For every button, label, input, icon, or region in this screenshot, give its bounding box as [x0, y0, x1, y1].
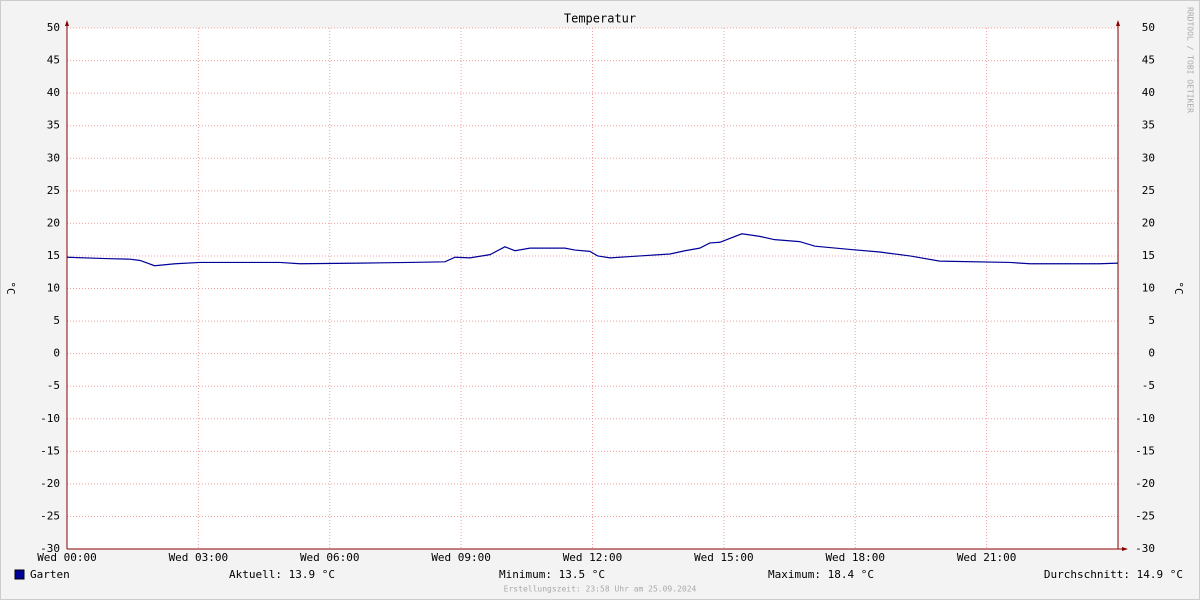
x-tick-label: Wed 09:00	[431, 551, 491, 564]
y2-tick-label: -25	[1135, 509, 1155, 522]
y2-tick-label: -5	[1142, 379, 1155, 392]
y2-tick-label: -20	[1135, 477, 1155, 490]
y-tick-label: -25	[40, 509, 60, 522]
legend-stat: Maximum: 18.4 °C	[768, 568, 874, 581]
y2-tick-label: 15	[1142, 249, 1155, 262]
y-tick-label: 30	[47, 151, 60, 164]
y2-tick-label: 0	[1148, 347, 1155, 360]
arrow	[1122, 547, 1128, 551]
y2-tick-label: -15	[1135, 444, 1155, 457]
legend-entry: Garten	[30, 568, 70, 581]
y2-tick-label: 35	[1142, 119, 1155, 132]
legend-stat: Durchschnitt: 14.9 °C	[1044, 568, 1183, 581]
line-series	[66, 233, 1119, 267]
y-tick-label: -5	[47, 379, 60, 392]
y-tick-label: -30	[40, 542, 60, 555]
y-tick-label: 5	[53, 314, 60, 327]
y-tick-label: 15	[47, 249, 60, 262]
legend-stat: Aktuell: 13.9 °C	[229, 568, 335, 581]
y-tick-label: 40	[47, 86, 60, 99]
y2-tick-label: 40	[1142, 86, 1155, 99]
y-axis-label: °C	[4, 281, 17, 294]
y2-tick-label: 30	[1142, 151, 1155, 164]
arrow	[1116, 20, 1120, 26]
y-tick-label: 25	[47, 184, 60, 197]
y2-tick-label: 45	[1142, 54, 1155, 67]
x-tick-label: Wed 00:00	[37, 551, 97, 564]
legend-stat: Minimum: 13.5 °C	[499, 568, 605, 581]
y2-axis-label: °C	[1172, 281, 1185, 294]
x-tick-label: Wed 06:00	[300, 551, 360, 564]
y2-tick-label: -10	[1135, 412, 1155, 425]
y-tick-label: 35	[47, 119, 60, 132]
y2-tick-label: 50	[1142, 21, 1155, 34]
y-tick-label: -15	[40, 444, 60, 457]
y-tick-label: -20	[40, 477, 60, 490]
y-tick-label: 50	[47, 21, 60, 34]
legend-swatch	[14, 569, 25, 580]
y2-tick-label: -30	[1135, 542, 1155, 555]
arrow	[65, 20, 69, 26]
footer: Erstellungszeit: 23:58 Uhr am 25.09.2024	[504, 585, 697, 594]
x-tick-label: Wed 18:00	[825, 551, 885, 564]
x-tick-label: Wed 21:00	[957, 551, 1017, 564]
x-tick-label: Wed 03:00	[169, 551, 229, 564]
y-tick-label: 45	[47, 54, 60, 67]
y-tick-label: 0	[53, 347, 60, 360]
y2-tick-label: 20	[1142, 216, 1155, 229]
x-tick-label: Wed 12:00	[563, 551, 623, 564]
y2-tick-label: 10	[1142, 282, 1155, 295]
y2-tick-label: 25	[1142, 184, 1155, 197]
chart-title: Temperatur	[564, 12, 636, 26]
y-tick-label: 20	[47, 216, 60, 229]
x-tick-label: Wed 15:00	[694, 551, 754, 564]
y2-tick-label: 5	[1148, 314, 1155, 327]
watermark: RRDTOOL / TOBI OETIKER	[1186, 7, 1195, 113]
y-tick-label: -10	[40, 412, 60, 425]
y-tick-label: 10	[47, 282, 60, 295]
